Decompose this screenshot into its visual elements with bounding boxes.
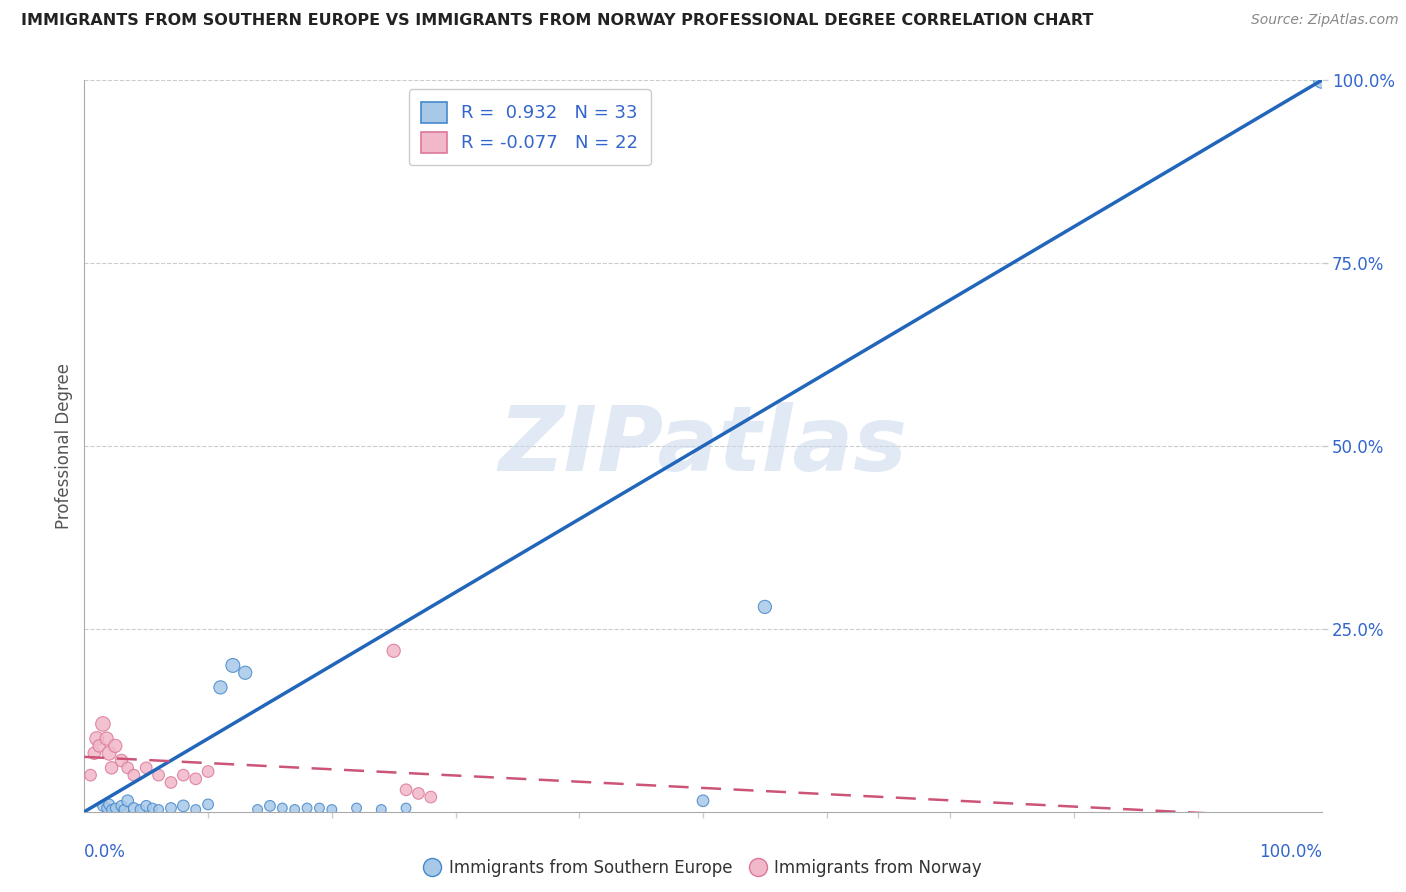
Point [96,801,118,815]
Point [83,746,105,760]
Text: ZIPatlas: ZIPatlas [499,402,907,490]
Point [135,798,157,813]
Text: 0.0%: 0.0% [84,843,127,861]
Point [1310,73,1333,87]
Point [370,803,392,817]
Point [117,761,139,775]
Point [382,644,405,658]
Point [295,801,318,815]
Point [222,658,245,673]
Point [754,599,776,614]
Point [122,768,145,782]
Point [91,717,114,731]
Point [148,803,170,817]
Text: Source: ZipAtlas.com: Source: ZipAtlas.com [1251,13,1399,28]
Point [408,787,430,801]
Legend: R =  0.932   N = 33, R = -0.077   N = 22: R = 0.932 N = 33, R = -0.077 N = 22 [409,89,651,165]
Point [110,798,132,813]
Point [98,797,121,812]
Legend: Immigrants from Southern Europe, Immigrants from Norway: Immigrants from Southern Europe, Immigra… [418,853,988,884]
Point [148,768,170,782]
Point [98,746,121,760]
Point [112,803,135,817]
Point [160,775,183,789]
Point [209,681,232,695]
Point [271,801,294,815]
Point [104,801,127,815]
Point [346,801,368,815]
Point [91,798,114,813]
Point [141,801,163,815]
Text: IMMIGRANTS FROM SOUTHERN EUROPE VS IMMIGRANTS FROM NORWAY PROFESSIONAL DEGREE CO: IMMIGRANTS FROM SOUTHERN EUROPE VS IMMIG… [21,13,1094,29]
Point [104,739,127,753]
Point [122,801,145,815]
Point [284,803,307,817]
Point [117,794,139,808]
Point [395,782,418,797]
Point [110,754,132,768]
Point [100,803,122,817]
Point [172,768,194,782]
Point [692,794,714,808]
Point [233,665,256,680]
Point [184,803,207,817]
Point [197,797,219,812]
Point [135,761,157,775]
Point [246,803,269,817]
Point [259,798,281,813]
Point [79,768,101,782]
Point [160,801,183,815]
Point [172,798,194,813]
Point [89,739,111,753]
Point [96,731,118,746]
Point [129,803,152,817]
Text: 100.0%: 100.0% [1258,843,1322,861]
Point [419,790,441,805]
Y-axis label: Professional Degree: Professional Degree [55,363,73,529]
Point [308,801,330,815]
Point [395,801,418,815]
Point [86,731,108,746]
Point [100,761,122,775]
Point [197,764,219,779]
Point [321,803,343,817]
Point [184,772,207,786]
